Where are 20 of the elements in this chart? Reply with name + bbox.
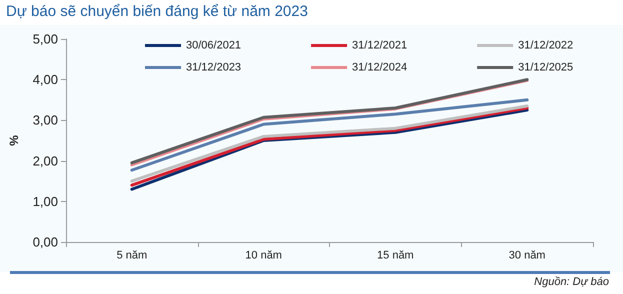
y-tick-label: 3,00 (32, 112, 58, 128)
legend-label: 31/12/2021 (352, 40, 408, 52)
legend-label: 31/12/2023 (186, 62, 242, 74)
y-axis-title: % (7, 134, 21, 146)
x-tick-label: 30 năm (508, 250, 546, 262)
y-tick-label: 1,00 (32, 194, 58, 209)
x-tick-label: 15 năm (377, 250, 414, 262)
x-tick-label: 5 năm (116, 250, 148, 262)
legend-label: 31/12/2022 (518, 40, 574, 52)
legend-label: 31/12/2024 (352, 62, 408, 74)
chart-title: Dự báo sẽ chuyển biến đáng kể từ năm 2023 (6, 3, 308, 20)
y-tick-label: 2,00 (32, 153, 58, 168)
text: Nguồn: Dự báo (534, 276, 609, 288)
x-tick-label: 10 năm (245, 250, 282, 262)
y-tick-label: 0,00 (32, 234, 58, 250)
line-series (130, 98, 529, 172)
y-tick-label: 4,00 (32, 72, 58, 88)
legend-label: 30/06/2021 (186, 40, 242, 52)
y-tick-label: 5,00 (32, 32, 58, 46)
legend-label: 31/12/2025 (518, 62, 574, 74)
